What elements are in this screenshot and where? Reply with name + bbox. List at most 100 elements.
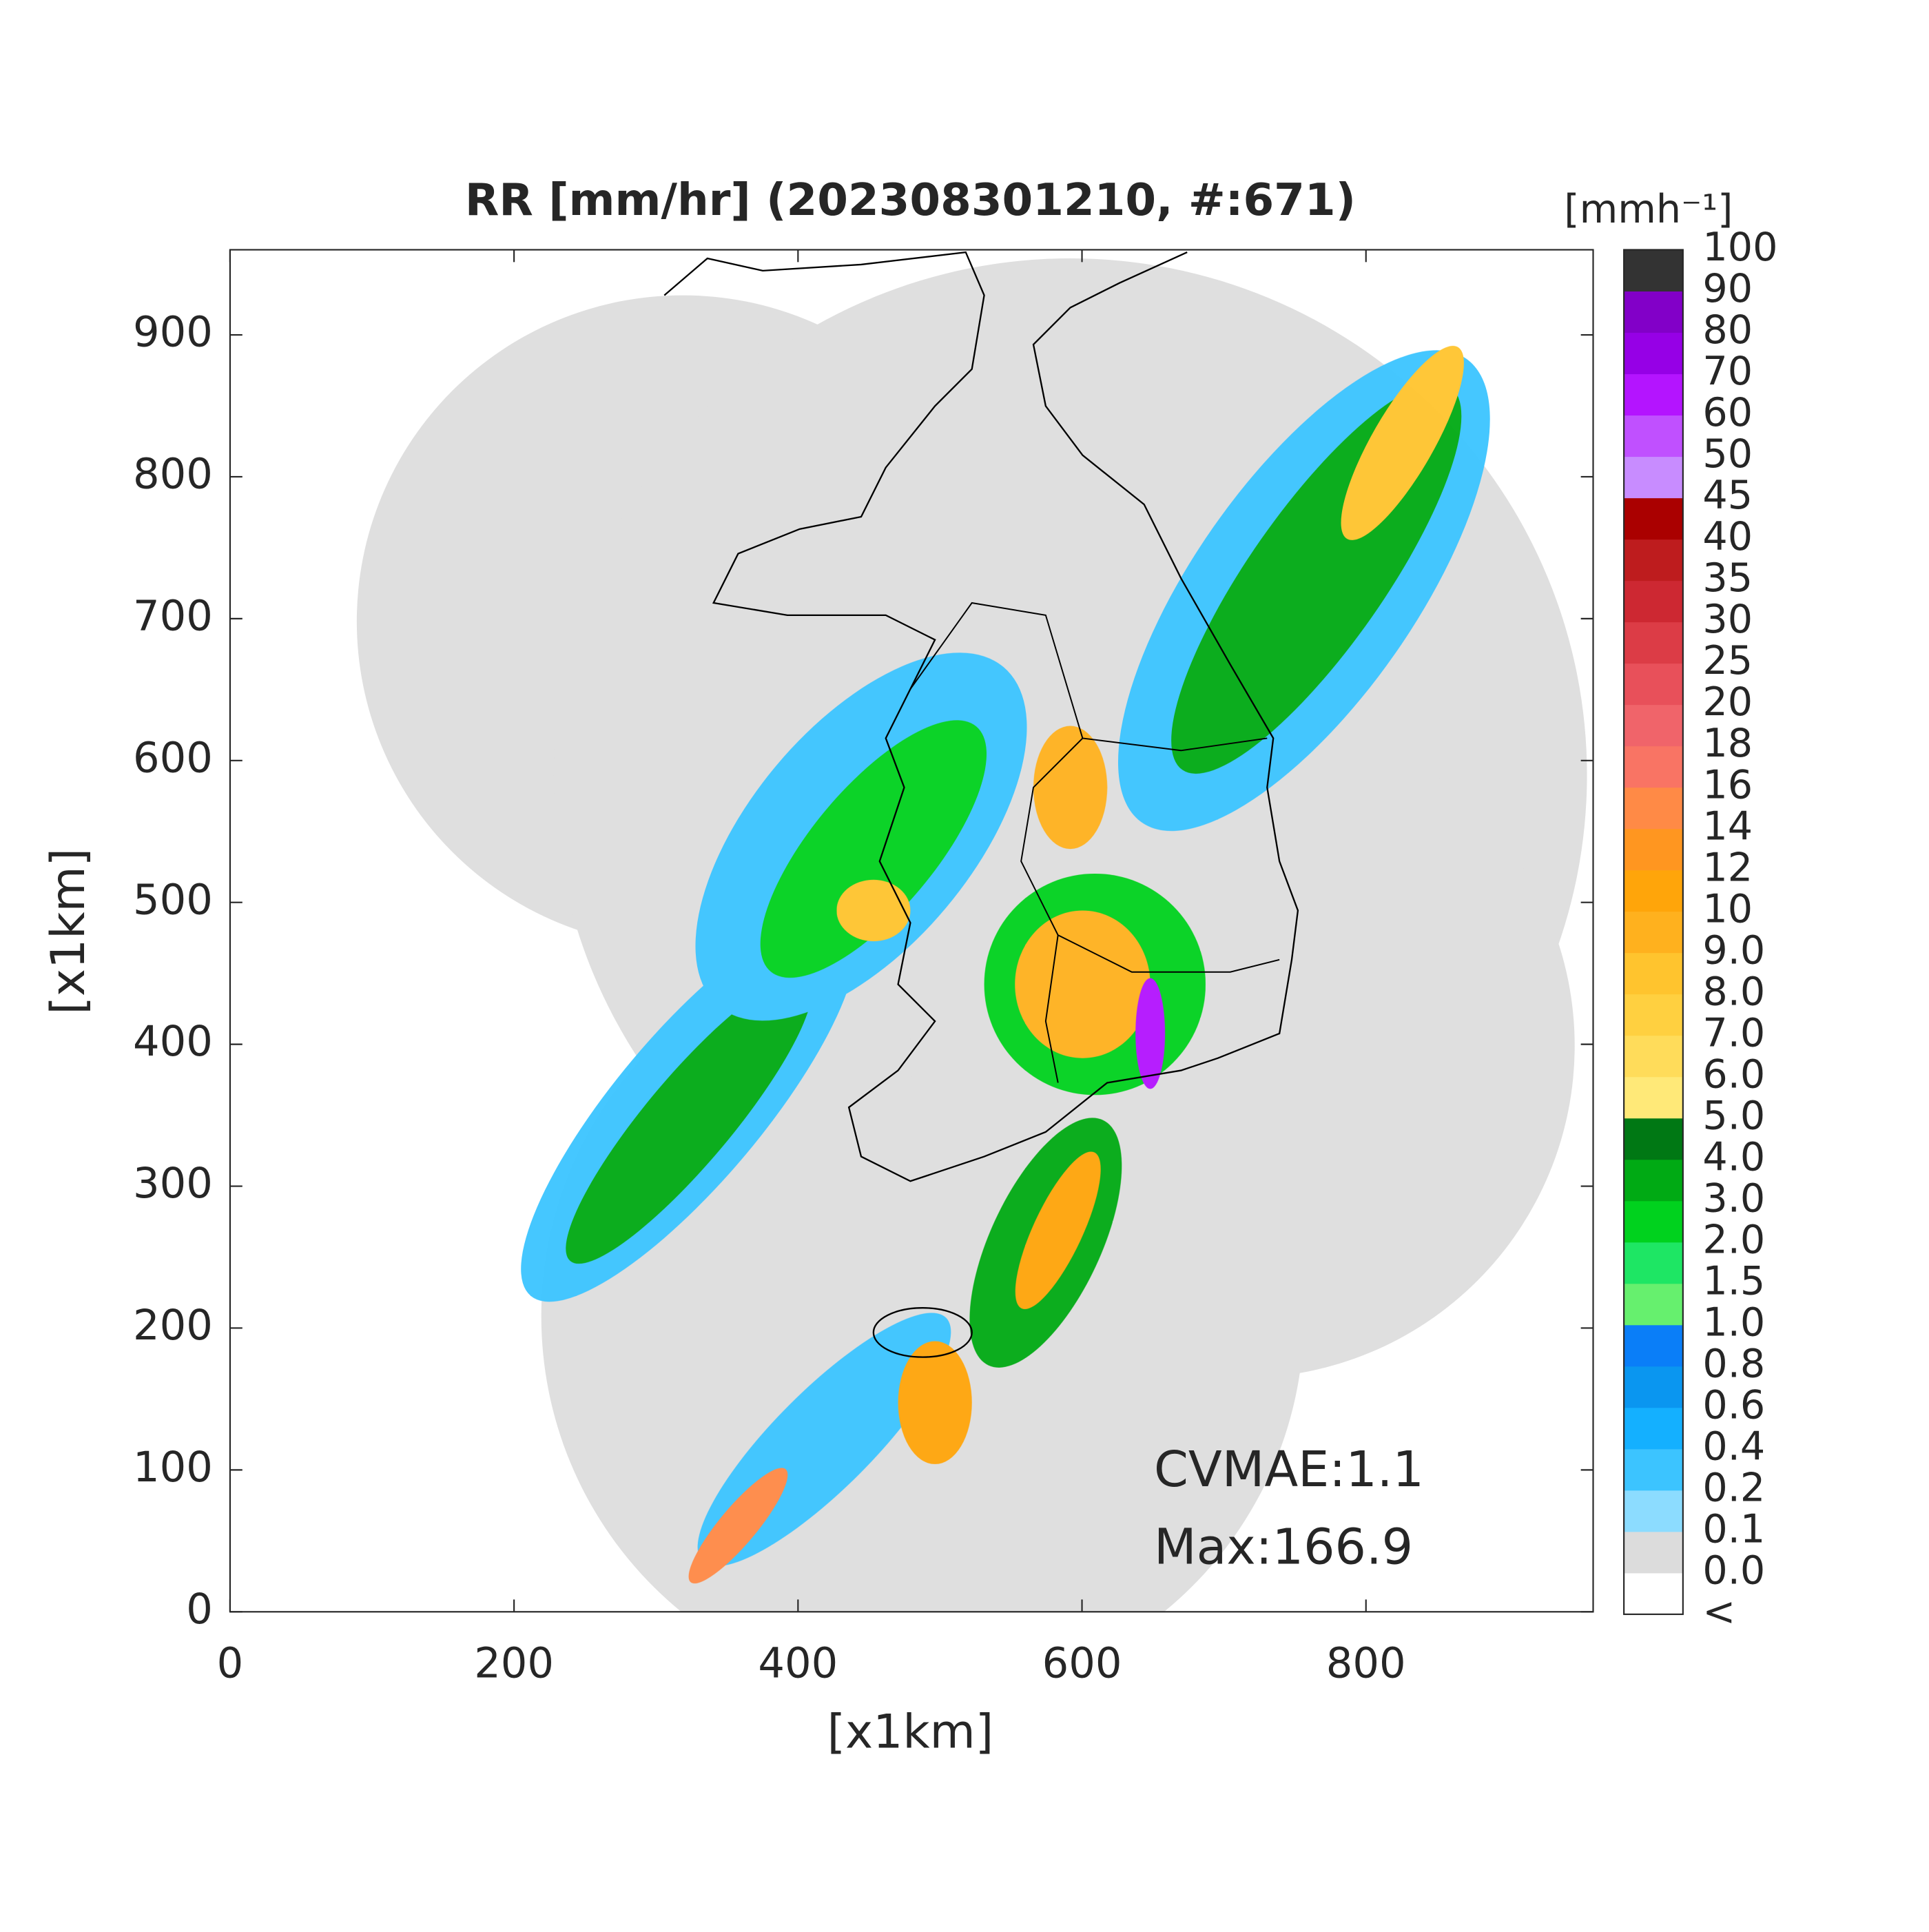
colorbar-label: 10 bbox=[1702, 886, 1753, 932]
colorbar-label: 3.0 bbox=[1702, 1175, 1765, 1221]
colorbar-segment bbox=[1624, 539, 1683, 582]
x-tick-label: 600 bbox=[1042, 1639, 1122, 1687]
coastline bbox=[663, 251, 1299, 1182]
colorbar-segment bbox=[1624, 580, 1683, 623]
colorbar-label: 35 bbox=[1702, 555, 1753, 601]
colorbar-label: 9.0 bbox=[1702, 927, 1765, 973]
y-axis-label: [x1km] bbox=[41, 848, 96, 1015]
plot-frame bbox=[229, 249, 1594, 1613]
colorbar-segment bbox=[1624, 870, 1683, 912]
colorbar-segment bbox=[1624, 1118, 1683, 1160]
rain-area bbox=[836, 879, 911, 942]
colorbar-label: 0.8 bbox=[1702, 1341, 1765, 1386]
y-tick-label: 400 bbox=[133, 1018, 213, 1066]
colorbar-label: 0.6 bbox=[1702, 1382, 1765, 1428]
y-tick-label: 500 bbox=[133, 876, 213, 924]
rain-area bbox=[1341, 345, 1464, 540]
colorbar-label: 30 bbox=[1702, 597, 1753, 642]
colorbar-label: 5.0 bbox=[1702, 1093, 1765, 1138]
colorbar-label: 4.0 bbox=[1702, 1134, 1765, 1180]
colorbar-segment bbox=[1624, 1448, 1683, 1491]
colorbar-segment bbox=[1624, 1572, 1683, 1615]
colorbar-label: 0.4 bbox=[1702, 1424, 1765, 1469]
colorbar-segment bbox=[1624, 1159, 1683, 1202]
x-tick-label: 400 bbox=[758, 1639, 838, 1687]
rain-field bbox=[521, 345, 1490, 1584]
colorbar-label: 60 bbox=[1702, 390, 1753, 435]
colorbar-label: 25 bbox=[1702, 638, 1753, 684]
colorbar-label: 90 bbox=[1702, 266, 1753, 311]
colorbar-segment bbox=[1624, 1242, 1683, 1284]
y-tick-label: 300 bbox=[133, 1160, 213, 1208]
y-tick-label: 200 bbox=[133, 1302, 213, 1350]
y-tick-label: 100 bbox=[133, 1443, 213, 1492]
colorbar-frame bbox=[1623, 249, 1684, 1615]
colorbar-segment bbox=[1624, 952, 1683, 995]
y-tick-label: 0 bbox=[186, 1585, 213, 1634]
y-tick-label: 800 bbox=[133, 451, 213, 499]
y-tick-label: 700 bbox=[133, 592, 213, 640]
colorbar-label: 80 bbox=[1702, 307, 1753, 353]
colorbar-segment bbox=[1624, 1490, 1683, 1532]
colorbar-segment bbox=[1624, 828, 1683, 871]
colorbar-label: 7.0 bbox=[1702, 1010, 1765, 1056]
colorbar-label: 16 bbox=[1702, 762, 1753, 808]
colorbar-label: 20 bbox=[1702, 679, 1753, 725]
colorbar-segment bbox=[1624, 1076, 1683, 1119]
rain-area bbox=[688, 1468, 788, 1584]
colorbar-segment bbox=[1624, 663, 1683, 706]
rain-area bbox=[760, 720, 987, 978]
colorbar-label: 100 bbox=[1702, 225, 1777, 270]
annotation: CVMAE:1.1 bbox=[1154, 1441, 1424, 1498]
x-tick-label: 0 bbox=[217, 1639, 244, 1687]
colorbar-label: 8.0 bbox=[1702, 969, 1765, 1014]
rain-area bbox=[566, 975, 812, 1264]
colorbar-label: 0.1 bbox=[1702, 1506, 1765, 1552]
y-tick-label: 900 bbox=[133, 309, 213, 357]
colorbar-segment bbox=[1624, 497, 1683, 540]
colorbar-segment bbox=[1624, 911, 1683, 954]
colorbar-label: 0.2 bbox=[1702, 1465, 1765, 1510]
colorbar-segment bbox=[1624, 456, 1683, 499]
colorbar-label: 6.0 bbox=[1702, 1051, 1765, 1097]
colorbar-label: 18 bbox=[1702, 721, 1753, 766]
colorbar-label: 2.0 bbox=[1702, 1217, 1765, 1262]
rain-area bbox=[898, 1341, 972, 1464]
colorbar-label: 70 bbox=[1702, 349, 1753, 394]
y-tick-label: 600 bbox=[133, 734, 213, 782]
rain-area bbox=[1033, 726, 1108, 850]
colorbar-unit: [mmh⁻¹] bbox=[1564, 187, 1733, 232]
rain-area bbox=[1015, 910, 1151, 1058]
chart-title: RR [mm/hr] (202308301210, #:671) bbox=[465, 174, 1356, 226]
colorbar-label: 12 bbox=[1702, 845, 1753, 890]
colorbar-segment bbox=[1624, 291, 1683, 333]
colorbar-label: 50 bbox=[1702, 431, 1753, 477]
colorbar-segment bbox=[1624, 415, 1683, 458]
radar-coverage bbox=[356, 251, 1587, 1612]
colorbar-segment bbox=[1624, 1407, 1683, 1450]
colorbar-label: 14 bbox=[1702, 803, 1753, 849]
rain-area bbox=[1135, 978, 1166, 1089]
colorbar-label: 40 bbox=[1702, 514, 1753, 559]
x-axis-label: [x1km] bbox=[827, 1705, 994, 1759]
colorbar-segment bbox=[1624, 1283, 1683, 1326]
island-outline bbox=[872, 1307, 973, 1358]
colorbar-segment bbox=[1624, 249, 1683, 292]
colorbar-label: 1.0 bbox=[1702, 1299, 1765, 1345]
colorbar-segment bbox=[1624, 621, 1683, 664]
annotation: Max:166.9 bbox=[1154, 1519, 1413, 1576]
x-tick-label: 200 bbox=[474, 1639, 554, 1687]
x-tick-label: 800 bbox=[1326, 1639, 1406, 1687]
colorbar-segment bbox=[1624, 1324, 1683, 1367]
colorbar-segment bbox=[1624, 704, 1683, 747]
rain-area bbox=[1015, 1151, 1101, 1310]
colorbar-label: 0.0 bbox=[1702, 1548, 1765, 1593]
colorbar-segment bbox=[1624, 994, 1683, 1036]
colorbar-segment bbox=[1624, 1035, 1683, 1078]
colorbar-segment bbox=[1624, 746, 1683, 788]
colorbar-segment bbox=[1624, 373, 1683, 416]
colorbar-segment bbox=[1624, 1531, 1683, 1574]
colorbar-segment bbox=[1624, 1366, 1683, 1408]
